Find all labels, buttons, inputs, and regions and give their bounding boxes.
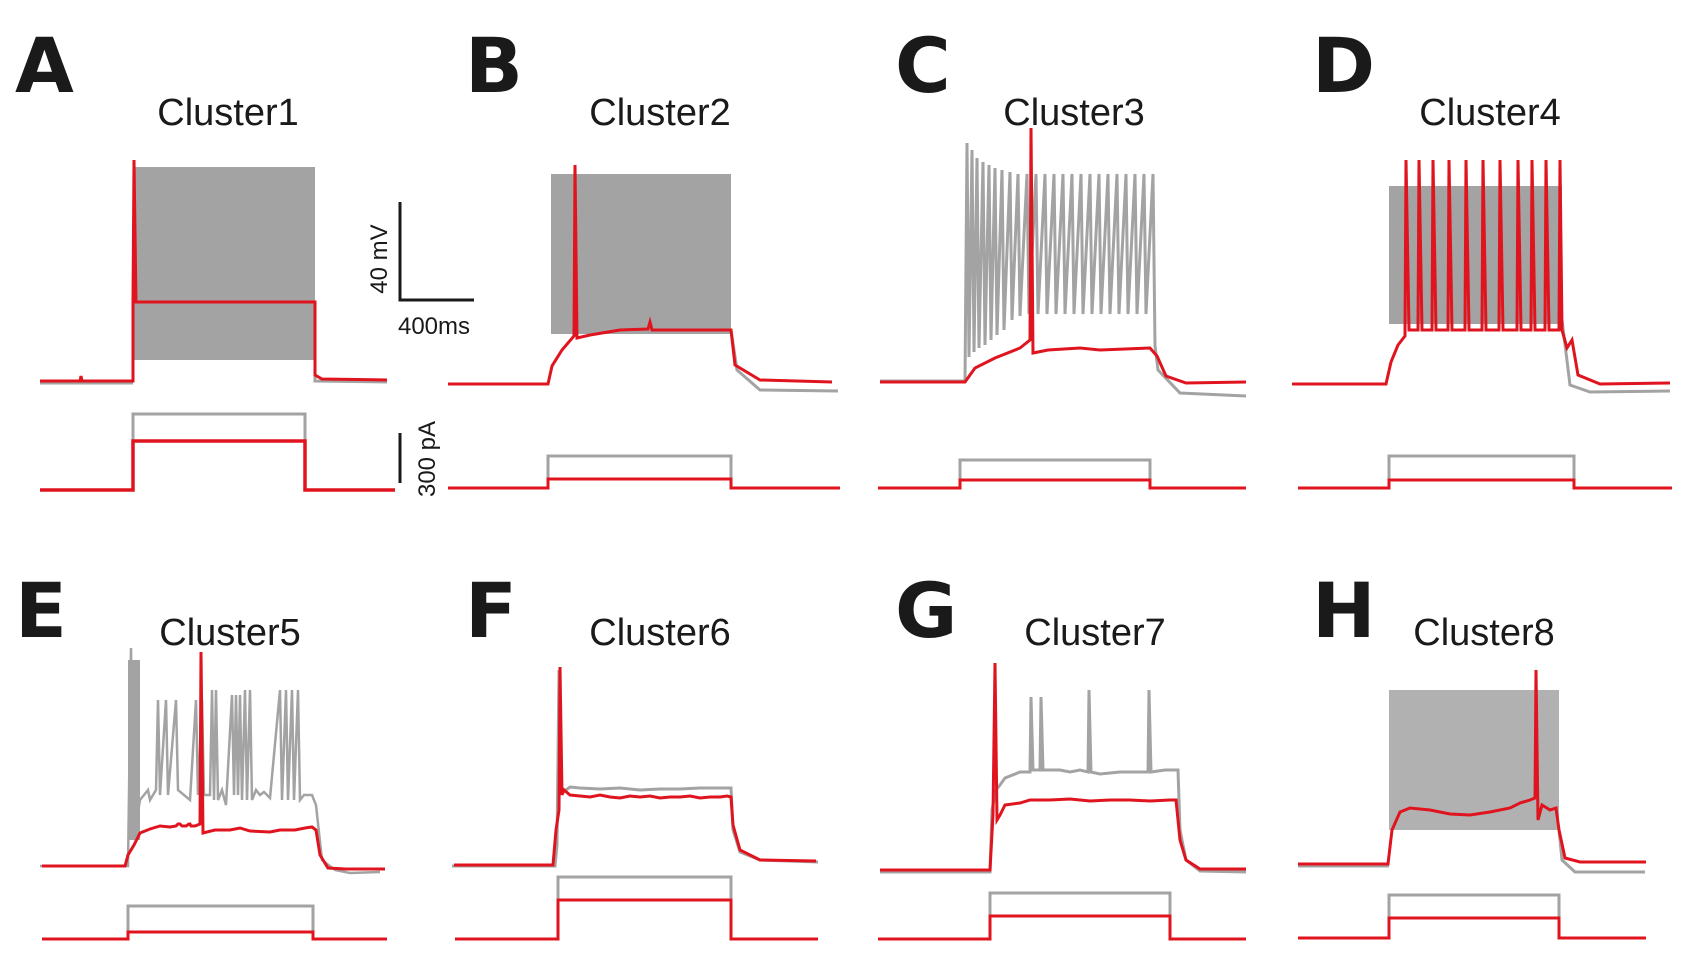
red-current-step [878, 478, 1246, 490]
gray-current-step [1387, 454, 1576, 480]
gray-current-step [126, 904, 315, 932]
gray-trace [452, 669, 819, 868]
panel-g: G Cluster7 [878, 566, 1247, 941]
panel-e: E Cluster5 [15, 566, 387, 941]
current-steps [455, 875, 818, 941]
panel-d: D Cluster4 [1292, 21, 1672, 490]
gray-current-step [556, 875, 733, 900]
gray-current-step [958, 458, 1152, 479]
voltage-scale-label: 40 mV [366, 224, 393, 293]
panel-letter: F [465, 566, 517, 655]
panel-letter: H [1312, 566, 1376, 655]
panel-letter: C [895, 21, 951, 110]
current-steps [42, 904, 387, 941]
time-scale-label: 400ms [398, 313, 470, 340]
red-trace [454, 666, 817, 867]
current-steps [448, 454, 840, 490]
gray-current-step [1387, 893, 1561, 918]
current-scale-label: 300 pA [414, 421, 441, 497]
red-current-step [1298, 916, 1646, 940]
gray-trace [880, 689, 1247, 874]
panel-letter: E [15, 566, 67, 655]
gray-trace-baseline [1560, 319, 1671, 394]
voltage-traces [40, 159, 388, 385]
red-current-step [448, 477, 840, 490]
red-trace [40, 159, 388, 383]
panel-b: B Cluster2 [448, 21, 840, 490]
panel-title: Cluster8 [1413, 612, 1555, 654]
red-current-step [455, 898, 818, 941]
panel-title: Cluster3 [1003, 92, 1145, 134]
panel-f: F Cluster6 [452, 566, 819, 941]
gray-current-step [988, 891, 1172, 916]
voltage-traces [452, 666, 819, 868]
red-current-step [42, 930, 387, 941]
panel-h: H Cluster8 [1298, 566, 1646, 940]
voltage-scale-bar [398, 202, 474, 302]
red-trace [1292, 159, 1671, 386]
gray-trace-spike-train [1389, 690, 1559, 830]
panel-a: A Cluster1 40 mV 400ms 300 pA [15, 21, 474, 497]
voltage-traces [40, 647, 385, 875]
gray-current-step [546, 454, 733, 479]
gray-trace-bursting [40, 647, 381, 875]
voltage-traces [880, 127, 1247, 398]
red-trace [880, 127, 1247, 385]
gray-current-step [131, 412, 307, 441]
gray-trace-baseline [40, 376, 388, 385]
panel-title: Cluster7 [1024, 612, 1166, 654]
gray-trace-spike-train [880, 142, 1247, 398]
panel-title: Cluster1 [157, 92, 299, 134]
red-trace [448, 164, 833, 386]
current-steps [1298, 454, 1672, 490]
panel-title: Cluster5 [159, 612, 301, 654]
panel-letter: A [15, 21, 74, 110]
gray-trace-dense-firing [1389, 186, 1562, 324]
gray-trace-baseline [1298, 829, 1645, 874]
current-steps [1298, 893, 1646, 940]
panel-letter: G [895, 566, 957, 655]
voltage-traces [1298, 669, 1646, 874]
panel-c: C Cluster3 [878, 21, 1247, 490]
panel-letter: B [465, 21, 523, 110]
panel-title: Cluster4 [1419, 92, 1561, 134]
red-current-step [40, 439, 395, 492]
current-steps [40, 412, 395, 492]
red-trace [42, 651, 385, 871]
gray-trace-dense-firing [551, 174, 731, 334]
gray-trace-dense-firing [133, 167, 315, 360]
red-current-step [878, 914, 1246, 941]
red-trace [880, 662, 1246, 872]
current-steps [878, 891, 1246, 941]
red-current-step [1298, 478, 1672, 490]
panel-title: Cluster2 [589, 92, 731, 134]
voltage-traces [448, 164, 839, 393]
current-steps [878, 458, 1246, 490]
red-trace [1298, 669, 1646, 866]
voltage-traces [1292, 159, 1671, 394]
panel-letter: D [1312, 21, 1375, 110]
scale-bars: 40 mV 400ms 300 pA [366, 202, 474, 497]
voltage-traces [880, 662, 1247, 874]
panel-title: Cluster6 [589, 612, 731, 654]
